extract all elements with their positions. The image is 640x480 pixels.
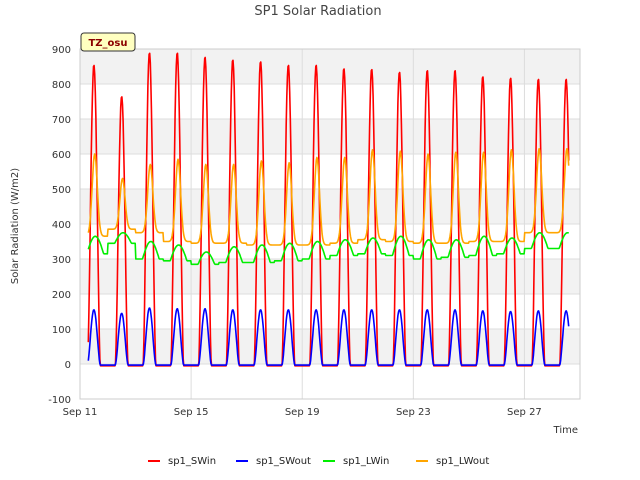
y-axis-ticks: -100 0 100 200 300 400 500 600 700 800 900	[48, 45, 71, 406]
series-line-sp1_LWout	[87, 148, 570, 246]
series-line-sp1_LWin	[87, 232, 570, 266]
y-tick-label: 800	[52, 80, 71, 91]
x-tick-label: Sep 11	[63, 407, 98, 418]
legend-label: sp1_LWout	[436, 456, 489, 467]
y-tick-label: 700	[52, 115, 71, 126]
legend-label: sp1_LWin	[343, 456, 389, 467]
legend: sp1_SWin sp1_SWout sp1_LWin sp1_LWout	[148, 456, 489, 467]
y-tick-label: 600	[52, 150, 71, 161]
plot-band	[80, 119, 580, 154]
series-layer	[87, 52, 570, 367]
y-axis-title: Solar Radiation (W/m2)	[10, 168, 21, 284]
plot-border	[79, 48, 581, 400]
legend-label: sp1_SWout	[256, 456, 311, 467]
y-tick-label: 100	[52, 325, 71, 336]
x-tick-label: Sep 15	[174, 407, 209, 418]
x-axis-ticks: Sep 11 Sep 15 Sep 19 Sep 23 Sep 27	[63, 407, 542, 418]
x-axis-title: Time	[553, 425, 578, 436]
plot-background-bands	[80, 49, 580, 364]
y-tick-label: 400	[52, 220, 71, 231]
y-tick-label: 0	[65, 360, 71, 371]
y-tick-label: 900	[52, 45, 71, 56]
plot-band	[80, 259, 580, 294]
y-tick-label: 300	[52, 255, 71, 266]
y-tick-label: 200	[52, 290, 71, 301]
y-tick-label: -100	[48, 395, 71, 406]
plot-band	[80, 49, 580, 84]
legend-label: sp1_SWin	[168, 456, 216, 467]
station-label-box: TZ_osu	[80, 32, 136, 52]
x-tick-label: Sep 27	[507, 407, 542, 418]
x-tick-label: Sep 19	[285, 407, 320, 418]
chart-title: SP1 Solar Radiation	[254, 4, 381, 19]
plot-band	[80, 329, 580, 364]
station-label: TZ_osu	[88, 38, 127, 49]
x-tick-label: Sep 23	[396, 407, 431, 418]
plot-band	[80, 189, 580, 224]
y-tick-label: 500	[52, 185, 71, 196]
series-line-sp1_SWout	[87, 307, 570, 366]
